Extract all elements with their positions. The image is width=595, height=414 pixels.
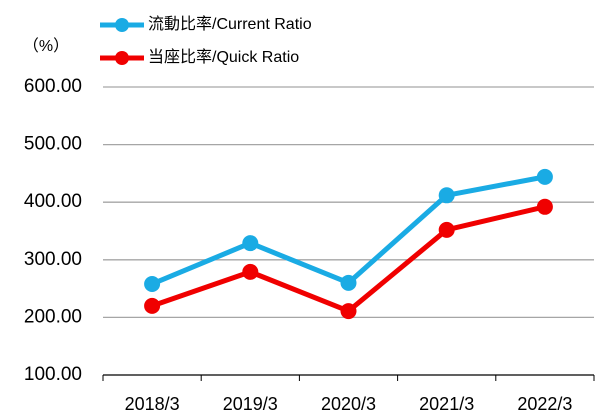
point [144,297,161,314]
legend-marker [115,51,129,65]
y-tick-label: 200.00 [24,306,82,327]
legend-label: 流動比率/Current Ratio [148,15,312,33]
legend-label: 当座比率/Quick Ratio [148,48,299,66]
point [438,187,455,204]
y-tick-label: 100.00 [24,364,82,385]
y-tick-label: 500.00 [24,134,82,155]
point [438,221,455,238]
unit-label: （%） [23,37,69,55]
point [144,275,161,292]
x-tick-label: 2018/3 [125,394,180,414]
point [340,274,357,291]
x-tick-label: 2019/3 [223,394,278,414]
legend-marker [115,18,129,32]
x-tick-label: 2021/3 [419,394,474,414]
x-tick-label: 2020/3 [321,394,376,414]
point [242,263,259,280]
series-line [151,174,546,287]
point [242,235,259,252]
y-tick-label: 400.00 [24,191,82,212]
point [536,168,553,185]
point [340,303,357,320]
y-tick-label: 600.00 [24,76,82,97]
y-tick-label: 300.00 [24,249,82,270]
x-tick-label: 2022/3 [517,394,572,414]
point [536,198,553,215]
